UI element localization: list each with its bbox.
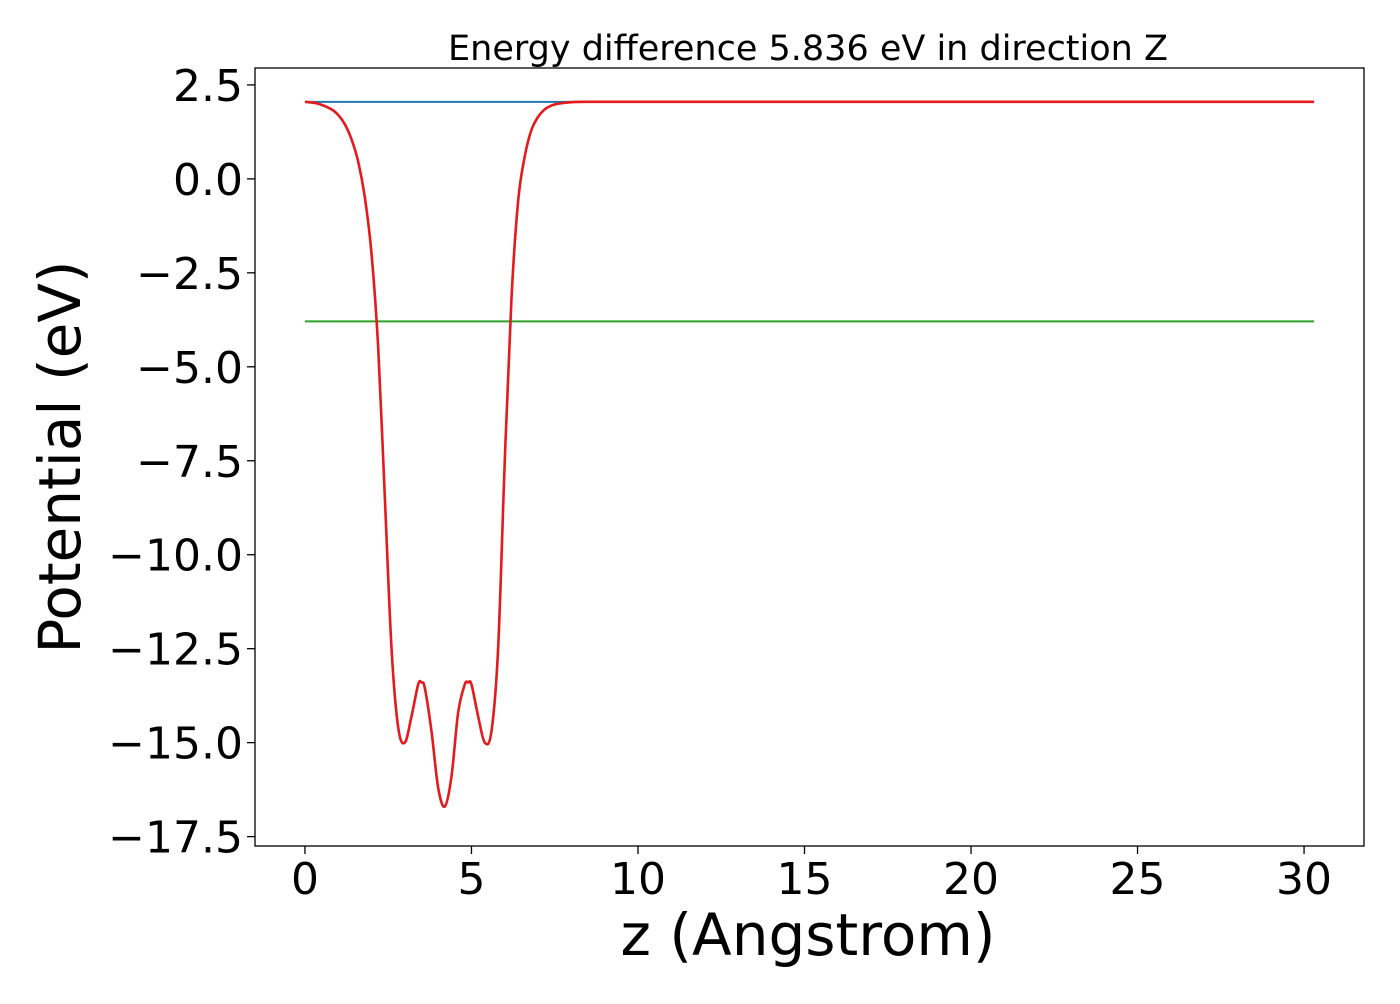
y-tick-label: 0.0	[173, 155, 243, 206]
x-tick-label: 10	[610, 854, 666, 905]
y-tick-label: −15.0	[108, 719, 243, 770]
y-tick-label: 2.5	[173, 61, 243, 112]
x-tick-label: 15	[777, 854, 833, 905]
y-tick-label: −10.0	[108, 531, 243, 582]
y-axis: 2.5 0.0 −2.5 −5.0 −7.5 −10.0 −12.5 −15.0 −17.5	[108, 61, 255, 864]
x-tick-label: 5	[457, 854, 485, 905]
y-tick-label: −12.5	[108, 625, 243, 676]
x-tick-label: 30	[1276, 854, 1332, 905]
x-tick-label: 25	[1110, 854, 1166, 905]
x-axis: 0 5 10 15 20 25 30	[291, 846, 1332, 905]
series-line-potential	[304, 100, 1315, 809]
chart-title: Energy difference 5.836 eV in direction …	[448, 29, 1168, 69]
y-axis-label: Potential (eV)	[26, 260, 94, 653]
y-tick-label: −2.5	[136, 249, 243, 300]
x-tick-label: 0	[291, 854, 319, 905]
plot-area	[304, 100, 1315, 809]
x-tick-label: 20	[943, 854, 999, 905]
y-tick-label: −17.5	[108, 813, 243, 864]
y-tick-label: −7.5	[136, 437, 243, 488]
y-tick-label: −5.0	[136, 343, 243, 394]
x-axis-label: z (Angstrom)	[621, 901, 996, 969]
plot-frame	[254, 67, 1365, 847]
